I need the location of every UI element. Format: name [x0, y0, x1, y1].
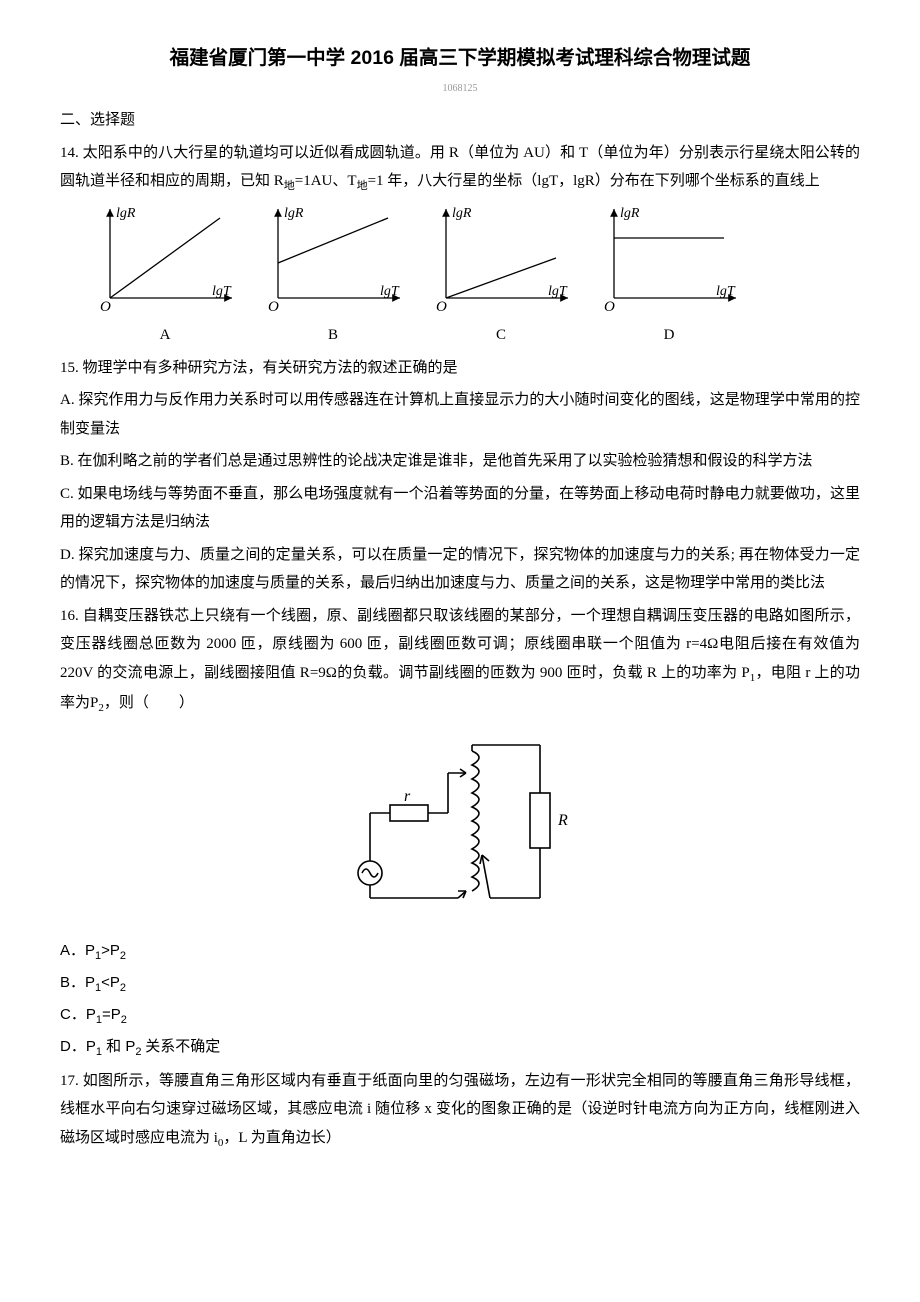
question-17: 17. 如图所示，等腰直角三角形区域内有垂直于纸面向里的匀强磁场，左边有一形状完… [60, 1067, 860, 1154]
q16-b-s2: 2 [120, 982, 126, 994]
q16-a-mid: >P [101, 942, 120, 959]
q15-number: 15. [60, 360, 79, 376]
q15-opt-b: B. 在伽利略之前的学者们总是通过思辨性的论战决定谁是谁非，是他首先采用了以实验… [60, 447, 860, 476]
circuit-R-label: R [557, 812, 568, 829]
q14-text-b: =1AU、T [295, 173, 357, 189]
q17-text-b: ，L 为直角边长） [223, 1130, 340, 1146]
chart-b: lgR lgT O [258, 203, 408, 313]
q16-c-pre: C．P [60, 1006, 96, 1023]
chart-c-label: C [426, 321, 576, 350]
q16-c-s2: 2 [121, 1014, 127, 1026]
svg-text:O: O [436, 299, 447, 313]
question-15: 15. 物理学中有多种研究方法，有关研究方法的叙述正确的是 [60, 354, 860, 383]
svg-text:O: O [604, 299, 615, 313]
q16-text-a: 自耦变压器铁芯上只绕有一个线圈，原、副线圈都只取该线圈的某部分，一个理想自耦调压… [60, 608, 860, 681]
chart-a: lgR lgT O [90, 203, 240, 313]
chart-a-ylabel: lgR [116, 206, 136, 221]
chart-b-cell: lgR lgT O B [258, 203, 408, 350]
q16-opt-d: D．P1 和 P2 关系不确定 [60, 1033, 860, 1063]
chart-d-label: D [594, 321, 744, 350]
chart-d-xlabel: lgT [716, 284, 736, 299]
q14-charts-row: lgR lgT O A lgR lgT O B lgR lgT O C [90, 203, 860, 350]
chart-c: lgR lgT O [426, 203, 576, 313]
q16-opt-a: A．P1>P2 [60, 937, 860, 967]
chart-c-line [446, 258, 556, 298]
q16-a-pre: A．P [60, 942, 95, 959]
chart-b-line [278, 218, 388, 263]
q16-d-mid2: P [121, 1038, 135, 1055]
svg-text:O: O [100, 299, 111, 313]
q16-b-mid: <P [101, 974, 120, 991]
q17-number: 17. [60, 1073, 79, 1089]
q16-circuit: r R [60, 733, 860, 924]
chart-c-xlabel: lgT [548, 284, 568, 299]
chart-a-xlabel: lgT [212, 284, 232, 299]
q14-sub2: 地 [357, 180, 368, 192]
q16-d-pre: D．P [60, 1038, 96, 1055]
chart-d-cell: lgR lgT O D [594, 203, 744, 350]
chart-a-cell: lgR lgT O A [90, 203, 240, 350]
question-16: 16. 自耦变压器铁芯上只绕有一个线圈，原、副线圈都只取该线圈的某部分，一个理想… [60, 602, 860, 719]
q16-d-tail: 关系不确定 [141, 1039, 220, 1055]
chart-b-label: B [258, 321, 408, 350]
chart-a-line [110, 218, 220, 298]
q16-number: 16. [60, 608, 79, 624]
q16-d-cn: 和 [106, 1039, 121, 1055]
q14-text-c: =1 年，八大行星的坐标（lgT，lgR）分布在下列哪个坐标系的直线上 [368, 173, 820, 189]
chart-b-ylabel: lgR [284, 206, 304, 221]
q16-opt-c: C．P1=P2 [60, 1001, 860, 1031]
q16-a-s2: 2 [120, 950, 126, 962]
q16-b-pre: B．P [60, 974, 95, 991]
chart-b-xlabel: lgT [380, 284, 400, 299]
q14-number: 14. [60, 145, 79, 161]
chart-d-ylabel: lgR [620, 206, 640, 221]
circuit-diagram: r R [340, 733, 580, 913]
chart-a-label: A [90, 321, 240, 350]
q15-opt-a: A. 探究作用力与反作用力关系时可以用传感器连在计算机上直接显示力的大小随时间变… [60, 386, 860, 443]
q16-text-c: ，则（ ） [104, 695, 194, 711]
q16-c-mid: =P [102, 1006, 121, 1023]
q17-text-a: 如图所示，等腰直角三角形区域内有垂直于纸面向里的匀强磁场，左边有一形状完全相同的… [60, 1073, 860, 1146]
sub-code: 1068125 [60, 79, 860, 98]
q15-opt-c: C. 如果电场线与等势面不垂直，那么电场强度就有一个沿着等势面的分量，在等势面上… [60, 480, 860, 537]
page-title: 福建省厦门第一中学 2016 届高三下学期模拟考试理科综合物理试题 [60, 40, 860, 77]
q14-sub1: 地 [284, 180, 295, 192]
section-heading: 二、选择题 [60, 106, 860, 135]
q15-opt-d: D. 探究加速度与力、质量之间的定量关系，可以在质量一定的情况下，探究物体的加速… [60, 541, 860, 598]
question-14: 14. 太阳系中的八大行星的轨道均可以近似看成圆轨道。用 R（单位为 AU）和 … [60, 139, 860, 197]
q16-opt-b: B．P1<P2 [60, 969, 860, 999]
chart-c-ylabel: lgR [452, 206, 472, 221]
circuit-r-label: r [404, 788, 411, 805]
q15-stem: 物理学中有多种研究方法，有关研究方法的叙述正确的是 [83, 360, 458, 376]
chart-c-cell: lgR lgT O C [426, 203, 576, 350]
svg-text:O: O [268, 299, 279, 313]
chart-d: lgR lgT O [594, 203, 744, 313]
